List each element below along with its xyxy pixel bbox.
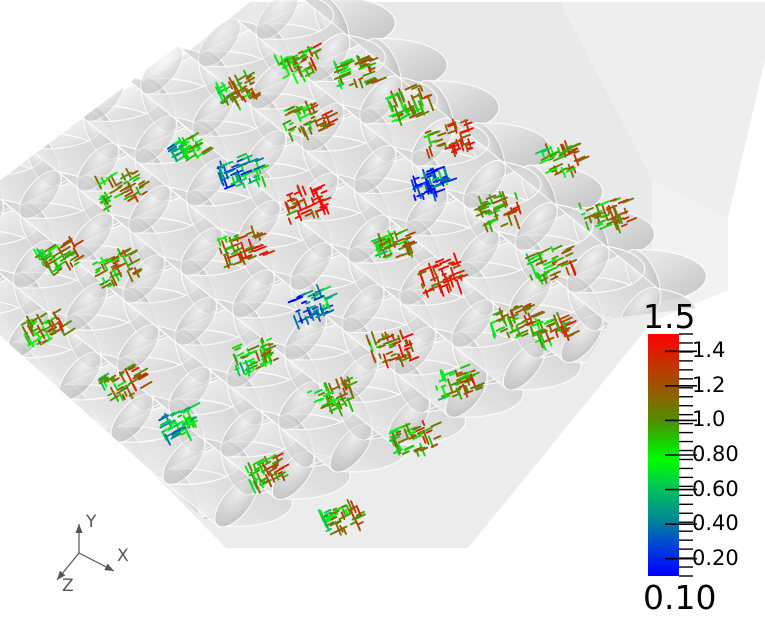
glyph-cluster [417,252,469,299]
glyph-cluster [287,284,338,330]
orientation-axes-widget[interactable] [30,495,160,610]
glyph-cluster [244,452,290,494]
glyph-cluster [370,228,418,259]
glyph-cluster [384,83,435,126]
glyph-cluster [317,499,366,536]
glyph-cluster [530,312,580,351]
colorbar-min-label: 0.10 [643,578,717,617]
glyph-cluster [410,165,458,202]
glyph-cluster [21,308,76,348]
colorbar-ticks [665,333,697,577]
glyph-cluster [284,184,332,225]
axis-label-y: Y [86,512,97,532]
axis-label-z: Z [62,576,74,596]
glyph-cluster [166,132,214,163]
glyph-cluster [307,376,358,417]
colorbar-tick-label: 0.80 [692,442,739,466]
glyph-cluster [158,401,201,446]
glyph-cluster [524,244,578,285]
glyph-cluster [435,363,485,401]
glyph-cluster [282,100,339,142]
axis-label-x: X [117,546,129,566]
glyph-cluster [33,236,85,276]
colorbar-max-label: 1.5 [643,297,696,336]
colorbar-tick-label: 1.0 [692,407,726,432]
glyph-cluster [273,42,322,85]
colorbar-tick-label: 0.40 [692,511,739,536]
glyph-cluster [423,118,475,159]
glyph-cluster [215,69,262,111]
colorbar-tick-label: 0.60 [692,476,739,501]
colorbar-tick-label: 0.20 [692,545,739,570]
colorbar-widget[interactable] [640,296,765,616]
glyph-cluster [216,225,275,269]
glyph-cluster [231,337,279,377]
glyph-cluster [365,329,420,369]
colorbar-tick-label: 1.4 [692,338,726,363]
glyph-cluster [98,363,153,402]
glyph-cluster [535,140,590,178]
vector-glyph-layer [21,42,637,536]
glyph-cluster [578,197,637,234]
glyph-cluster [474,191,522,233]
glyph-cluster [216,152,269,190]
glyph-cluster [489,302,546,339]
glyph-cluster [92,247,143,289]
colorbar-tick-label: 1.2 [692,372,726,397]
glyph-cluster [388,419,442,457]
domain-right-upper [560,2,765,218]
glyph-cluster [333,55,387,90]
glyph-cluster [94,168,150,213]
